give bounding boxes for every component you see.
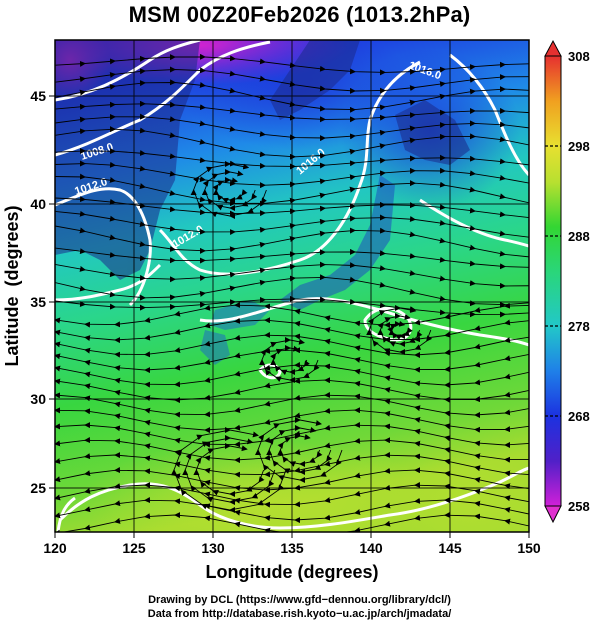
colorbar-tick-label: 298 xyxy=(568,139,590,154)
y-tick-label: 30 xyxy=(30,391,46,407)
colorbar-top-triangle-icon xyxy=(544,39,562,57)
colorbar-tick-label: 308 xyxy=(568,49,590,64)
y-tick-label: 35 xyxy=(30,294,46,310)
colorbar-tick-label: 268 xyxy=(568,409,590,424)
y-axis-title: Latitude (degrees) xyxy=(2,205,22,366)
x-axis xyxy=(54,532,530,538)
x-tick-label: 150 xyxy=(517,540,541,556)
x-tick-label: 120 xyxy=(43,540,67,556)
temperature-field: 1016.0 1008.0 1012.0 1012.0 1016.0 xyxy=(55,40,529,532)
x-tick-label: 145 xyxy=(438,540,462,556)
x-tick-label: 130 xyxy=(201,540,225,556)
y-tick-label: 40 xyxy=(30,196,46,212)
streamline xyxy=(387,320,413,340)
colorbar-tick-label: 288 xyxy=(568,229,590,244)
streamline xyxy=(55,225,529,260)
y-tick-label: 25 xyxy=(30,480,46,496)
streamline xyxy=(270,345,310,376)
colorbar xyxy=(544,39,562,524)
colorbar-bottom-triangle-icon xyxy=(544,505,562,524)
streamline xyxy=(277,433,323,467)
page-title: MSM 00Z20Feb2026 (1013.2hPa) xyxy=(128,2,471,27)
streamline xyxy=(55,511,529,532)
x-tick-label: 135 xyxy=(280,540,304,556)
streamline xyxy=(212,177,248,204)
streamline xyxy=(377,313,423,347)
y-tick-label: 45 xyxy=(30,88,46,104)
colorbar-tick-label: 258 xyxy=(568,499,590,514)
streamline xyxy=(55,210,529,241)
streamline xyxy=(55,247,529,271)
colorbar-tick-label: 278 xyxy=(568,319,590,334)
x-tick-label: 125 xyxy=(122,540,146,556)
wind-streamlines xyxy=(55,53,529,532)
grid-lines xyxy=(55,40,529,532)
x-axis-title: Longitude (degrees) xyxy=(205,562,378,582)
credit-data-source: Data from http://database.rish.kyoto−u.a… xyxy=(147,608,452,620)
credit-drawing: Drawing by DCL (https://www.gfd−dennou.o… xyxy=(148,594,451,606)
y-axis xyxy=(49,95,55,489)
x-tick-label: 140 xyxy=(359,540,383,556)
